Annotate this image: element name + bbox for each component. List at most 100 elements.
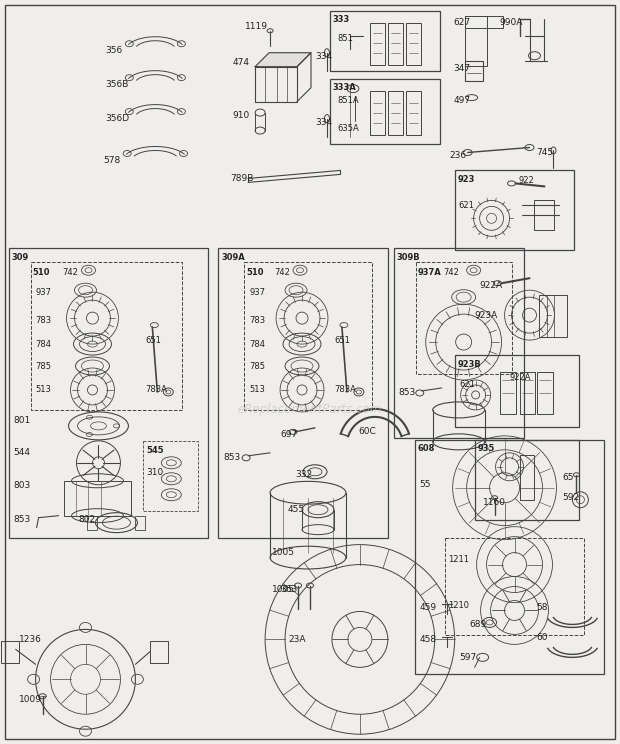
Text: 922: 922 [518,176,534,185]
Text: 356B: 356B [105,80,129,89]
Text: 937: 937 [249,288,265,297]
Text: 333: 333 [333,16,350,25]
Text: 1211: 1211 [448,555,469,564]
Text: 363: 363 [280,585,298,594]
Bar [9,248,208,538]
Text: 510: 510 [33,268,50,277]
Text: 597: 597 [459,652,477,662]
Text: 851A: 851A [337,96,358,105]
Text: 697: 697 [280,430,298,440]
Text: 1005: 1005 [272,585,295,594]
Text: 1236: 1236 [19,635,42,644]
Bar [464,16,487,65]
Text: 937: 937 [35,288,51,297]
Bar [143,441,198,510]
Text: 742: 742 [444,268,459,277]
Text: 801: 801 [14,417,31,426]
Text: 803: 803 [14,481,31,490]
Text: 23A: 23A [288,635,306,644]
Text: 309A: 309A [221,253,245,262]
Text: 592: 592 [562,493,580,502]
Text: 458: 458 [420,635,437,644]
Text: 784: 784 [249,339,265,348]
Text: 1005: 1005 [272,548,295,557]
Text: 785: 785 [249,362,265,371]
Text: 635A: 635A [337,124,359,133]
Bar [388,91,403,135]
Text: 356D: 356D [105,114,130,123]
Text: 545: 545 [146,446,164,455]
Bar [454,170,574,250]
Bar [405,91,421,135]
Text: 621: 621 [459,201,474,210]
Text: 608: 608 [418,444,435,453]
Text: 922A: 922A [480,280,503,289]
Bar [30,262,182,410]
Text: 784: 784 [35,339,51,348]
Bar [330,11,440,71]
Text: 785: 785 [35,362,51,371]
Text: 990A: 990A [500,19,523,28]
Text: 742: 742 [63,268,79,277]
Bar [538,372,554,414]
Bar [135,516,145,530]
Text: 923A: 923A [475,311,498,320]
Text: 937A: 937A [418,268,441,277]
Text: 513: 513 [35,385,51,394]
Bar [330,79,440,144]
Text: 1009: 1009 [19,695,42,704]
Text: 745: 745 [536,148,554,157]
Text: 310: 310 [146,468,164,477]
Bar [520,372,536,414]
Text: 497: 497 [454,96,471,105]
Text: 334: 334 [315,118,332,127]
Text: 689: 689 [469,620,487,629]
Text: 347: 347 [454,64,471,73]
Text: 783: 783 [249,315,265,324]
Text: 65: 65 [562,473,574,482]
Text: 236: 236 [450,151,467,160]
Text: 789B: 789B [230,174,254,183]
Bar [539,295,567,337]
Text: 651: 651 [334,336,350,344]
Text: 783: 783 [35,315,51,324]
Text: 309B: 309B [397,253,420,262]
Text: 455: 455 [288,505,305,514]
Bar [464,16,503,28]
Text: 621: 621 [459,380,476,389]
Text: 544: 544 [14,449,30,458]
Text: 853: 853 [14,515,31,525]
Bar [370,23,385,65]
Bar [394,248,523,438]
Bar [415,440,604,674]
Bar [370,91,385,135]
Bar [151,641,168,664]
Text: 910: 910 [232,111,249,120]
Bar [464,61,482,80]
Text: 513: 513 [249,385,265,394]
Text: 510: 510 [246,268,264,277]
Bar [475,440,580,519]
Bar [64,481,131,516]
Bar [500,372,516,414]
Text: 935: 935 [477,444,495,453]
Bar [1,641,19,664]
Text: 459: 459 [420,603,437,612]
Text: 923: 923 [458,175,475,184]
Text: 332: 332 [295,470,312,479]
Text: 651: 651 [145,336,161,344]
Bar [244,262,372,410]
Text: 474: 474 [232,58,249,67]
Text: 58: 58 [536,603,548,612]
Text: 1119: 1119 [245,22,268,31]
Bar [520,455,534,500]
Text: 309: 309 [12,253,29,262]
Bar [445,538,585,635]
Text: 627: 627 [454,19,471,28]
Bar [388,23,403,65]
Text: 60: 60 [536,633,548,642]
Bar [405,23,421,65]
Text: 742: 742 [274,268,290,277]
Text: 334: 334 [315,52,332,61]
Text: 853: 853 [223,453,241,462]
